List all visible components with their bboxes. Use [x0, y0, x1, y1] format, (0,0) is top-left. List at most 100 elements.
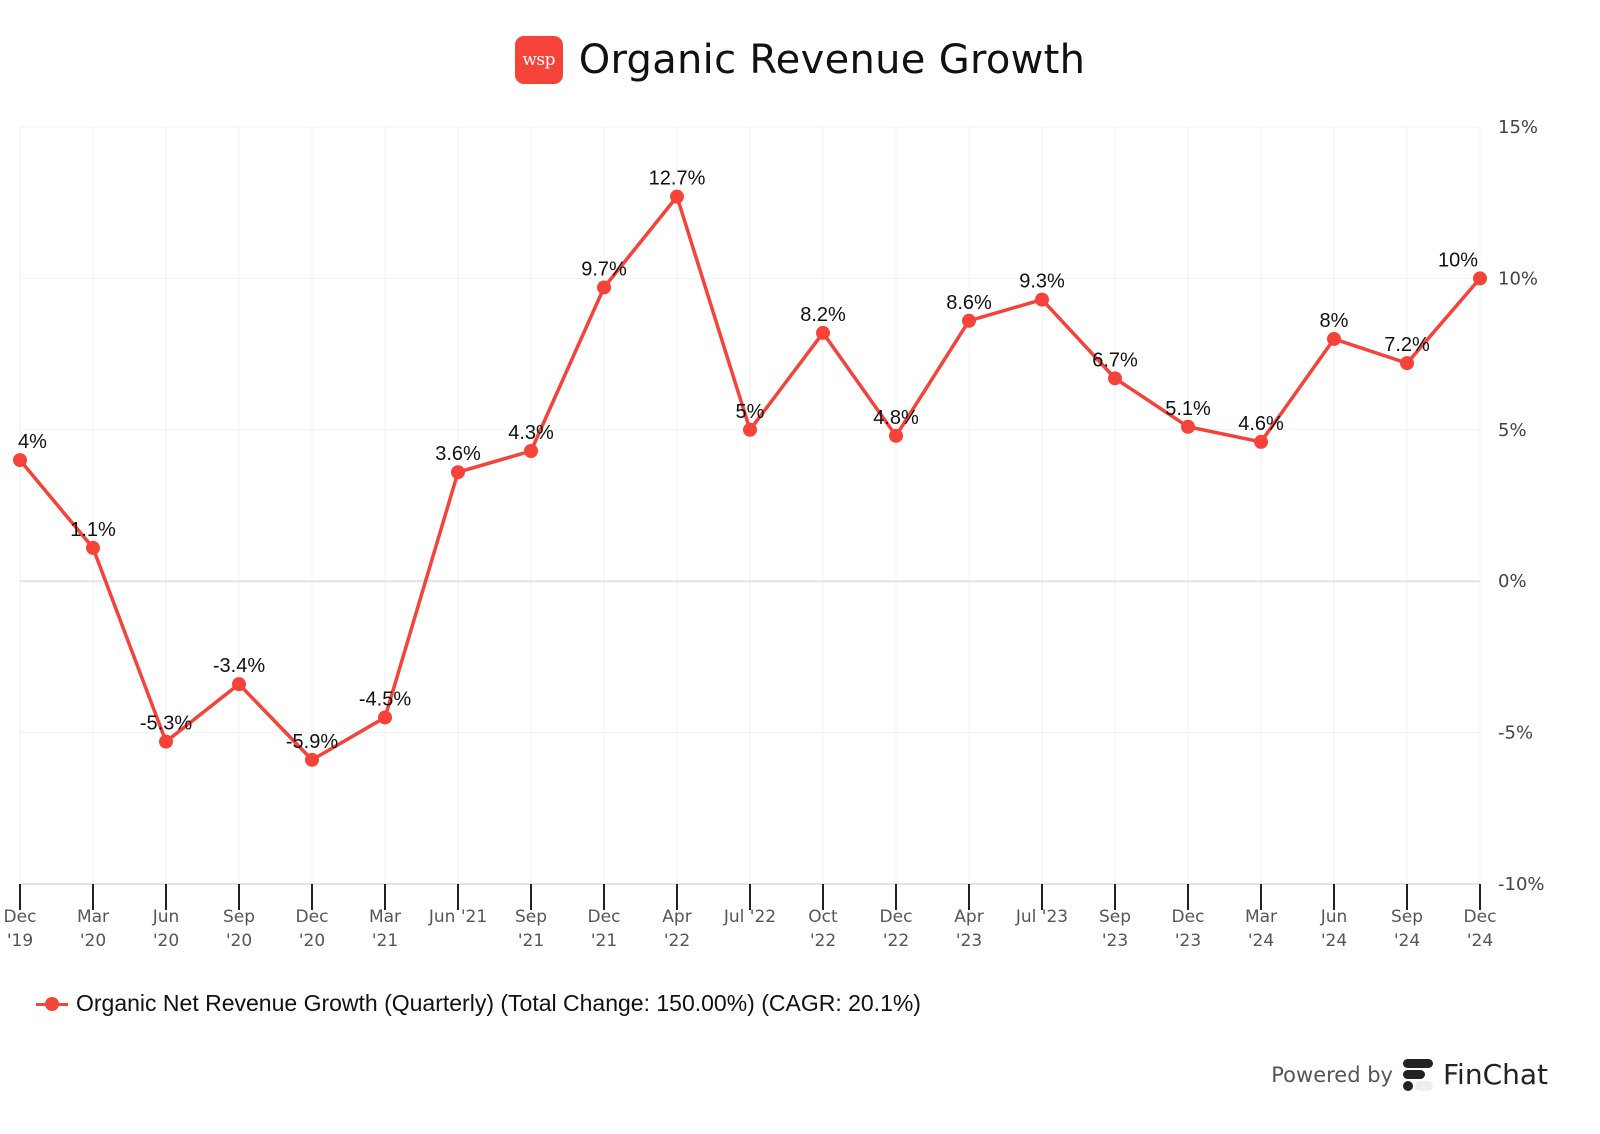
- x-tick-label: Apr: [662, 907, 691, 927]
- x-tick-label: Jun '21: [428, 907, 487, 927]
- data-point: [597, 280, 611, 295]
- x-tick-label: Dec: [296, 907, 329, 927]
- line-chart: 15% 10% 5% 0% -5% -10% Dec '19 Mar '20 Jun '20 Sep '…: [4, 117, 1545, 951]
- y-axis: 15% 10% 5% 0% -5% -10%: [1498, 117, 1545, 895]
- series-organic-net-revenue-growth: [13, 189, 1487, 767]
- data-point: [1108, 371, 1122, 386]
- x-tick-label: Dec: [1172, 907, 1205, 927]
- x-tick-label-year: '20: [153, 931, 179, 951]
- x-axis: Dec '19 Mar '20 Jun '20 Sep '20 Dec '20 Mar '21 Jun …: [4, 884, 1497, 951]
- data-label: 4.8%: [873, 407, 919, 429]
- powered-by[interactable]: Powered by FinChat: [1271, 1058, 1548, 1091]
- data-point: [889, 428, 903, 443]
- x-tick-label: Apr: [954, 907, 983, 927]
- legend-label: Organic Net Revenue Growth (Quarterly) (…: [76, 990, 921, 1016]
- grid: [19, 126, 1481, 885]
- x-tick-label: Dec: [880, 907, 913, 927]
- x-tick-label-year: '21: [518, 931, 544, 951]
- x-tick-label-year: '23: [1175, 931, 1201, 951]
- data-label: 4%: [18, 431, 47, 453]
- data-label: -5.9%: [286, 731, 338, 753]
- data-label: 5.1%: [1165, 398, 1211, 420]
- data-point: [816, 325, 830, 340]
- data-label: 6.7%: [1092, 349, 1138, 371]
- x-tick-label-year: '20: [226, 931, 252, 951]
- y-tick-label: 0%: [1498, 571, 1527, 592]
- legend[interactable]: Organic Net Revenue Growth (Quarterly) (…: [36, 990, 921, 1017]
- x-tick-label: Jul '23: [1015, 907, 1068, 927]
- data-label: 8%: [1320, 310, 1349, 332]
- data-label: 9.7%: [581, 258, 627, 280]
- data-point: [232, 677, 246, 692]
- data-point: [743, 422, 757, 437]
- data-point: [378, 710, 392, 725]
- x-tick-label: Jul '22: [723, 907, 776, 927]
- x-tick-label-year: '19: [7, 931, 33, 951]
- legend-marker-icon: [36, 994, 68, 1014]
- x-tick-label: Sep: [223, 907, 255, 927]
- data-point: [159, 734, 173, 749]
- data-point: [1473, 271, 1487, 286]
- data-point: [1181, 419, 1195, 434]
- x-tick-label-year: '24: [1321, 931, 1347, 951]
- x-tick-label: Dec: [4, 907, 37, 927]
- x-tick-label: Mar: [77, 907, 109, 927]
- data-point: [1400, 356, 1414, 371]
- data-point: [1254, 434, 1268, 449]
- y-tick-label: -10%: [1498, 874, 1545, 895]
- data-point: [670, 189, 684, 204]
- data-point: [305, 752, 319, 767]
- x-tick-label-year: '24: [1248, 931, 1274, 951]
- x-tick-label-year: '23: [1102, 931, 1128, 951]
- data-point: [86, 540, 100, 555]
- data-label: 8.6%: [946, 292, 992, 314]
- data-label: 7.2%: [1384, 334, 1430, 356]
- data-label: 8.2%: [800, 304, 846, 326]
- data-label: 12.7%: [649, 168, 706, 190]
- data-label: -4.5%: [359, 688, 411, 710]
- data-point: [1327, 331, 1341, 346]
- y-tick-label: 5%: [1498, 420, 1527, 441]
- y-tick-label: 15%: [1498, 117, 1538, 138]
- chart-title: Organic Revenue Growth: [578, 37, 1086, 83]
- company-logo-text: wsp: [522, 50, 556, 70]
- data-point: [962, 313, 976, 328]
- x-tick-label: Sep: [515, 907, 547, 927]
- x-tick-label-year: '23: [956, 931, 982, 951]
- powered-by-text: Powered by: [1271, 1062, 1393, 1087]
- data-label: 10%: [1438, 249, 1478, 271]
- x-tick-label-year: '21: [372, 931, 398, 951]
- finchat-logo-icon: [1402, 1058, 1433, 1091]
- data-label: -3.4%: [213, 655, 265, 677]
- data-label: 1.1%: [70, 519, 116, 541]
- data-labels: 4% 1.1% -5.3% -3.4% -5.9% -4.5% 3.6% 4.3% 9.7% 12…: [18, 168, 1478, 753]
- data-point: [524, 443, 538, 458]
- x-tick-label-year: '21: [591, 931, 617, 951]
- x-tick-label: Mar: [369, 907, 401, 927]
- x-tick-label-year: '24: [1394, 931, 1420, 951]
- data-label: 5%: [736, 401, 765, 423]
- data-point: [1035, 292, 1049, 307]
- x-tick-label-year: '22: [664, 931, 690, 951]
- data-label: -5.3%: [140, 713, 192, 735]
- x-tick-label-year: '20: [299, 931, 325, 951]
- finchat-brand: FinChat: [1442, 1058, 1548, 1091]
- x-tick-label-year: '20: [80, 931, 106, 951]
- y-tick-label: 10%: [1498, 268, 1538, 289]
- x-tick-label: Mar: [1245, 907, 1277, 927]
- x-tick-label: Sep: [1099, 907, 1131, 927]
- x-tick-label: Oct: [808, 907, 838, 927]
- x-tick-label-year: '22: [883, 931, 909, 951]
- data-label: 4.6%: [1238, 413, 1284, 435]
- company-logo: wsp: [514, 36, 563, 84]
- x-tick-label: Dec: [588, 907, 621, 927]
- x-tick-label: Dec: [1464, 907, 1497, 927]
- data-point: [13, 453, 27, 468]
- data-label: 4.3%: [508, 422, 554, 444]
- x-tick-label-year: '24: [1467, 931, 1493, 951]
- x-tick-label-year: '22: [810, 931, 836, 951]
- data-point: [451, 465, 465, 480]
- x-tick-label: Jun: [1320, 907, 1348, 927]
- data-label: 9.3%: [1019, 271, 1065, 293]
- x-tick-label: Jun: [152, 907, 180, 927]
